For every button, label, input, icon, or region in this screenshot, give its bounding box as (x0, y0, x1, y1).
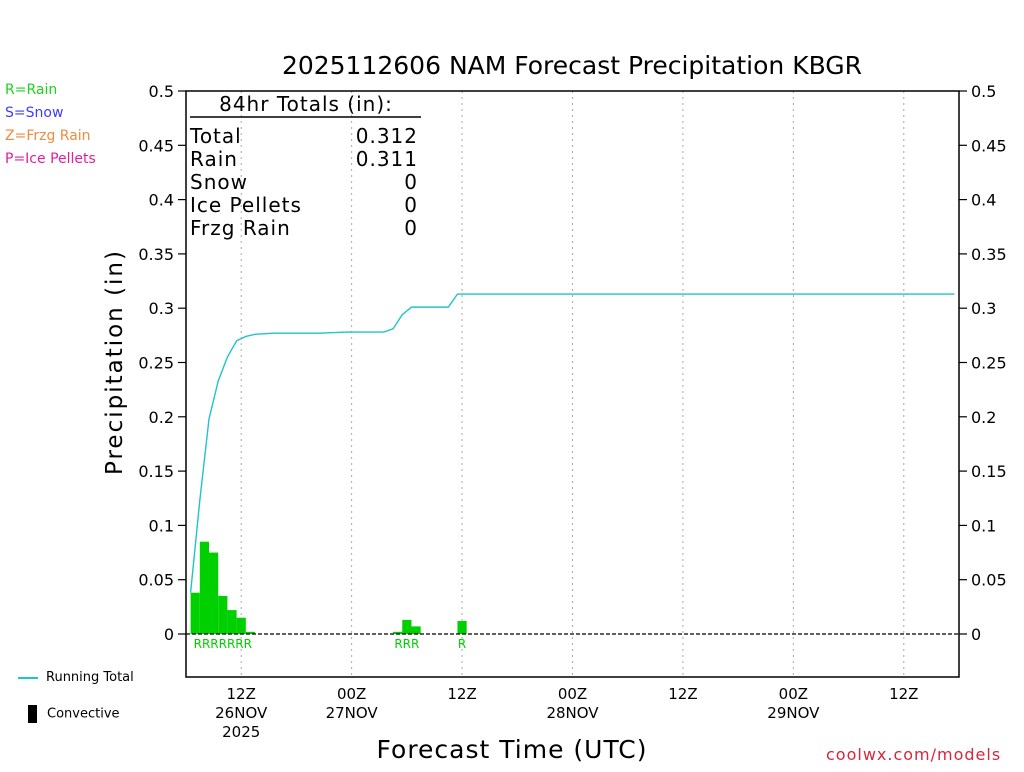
y-tick-label-left-7: 0.35 (138, 245, 174, 264)
x-tick-label-0-1: 26NOV (215, 704, 268, 722)
precip-bar-8 (402, 619, 412, 634)
totals-box: 84hr Totals (in): Total 0.312 Rain 0.311 Sno… (189, 92, 421, 240)
precip-bar-7 (393, 631, 403, 634)
precip-bar-6 (245, 631, 256, 634)
precip-bar-2 (209, 552, 219, 634)
y-tick-label-left-6: 0.3 (149, 299, 174, 318)
precip-legend-item-1: S=Snow (5, 105, 64, 121)
y-axis-label: Precipitation (in) (102, 249, 128, 475)
y-tick-label-left-5: 0.25 (138, 354, 174, 373)
y-tick-label-right-10: 0.5 (971, 82, 996, 101)
precip-bar-10 (457, 620, 467, 634)
x-tick-label-5-0: 00Z (779, 685, 808, 703)
y-tick-label-right-8: 0.4 (971, 191, 996, 210)
convective-legend: Convective (28, 705, 120, 723)
x-tick-label-1-0: 00Z (337, 685, 366, 703)
totals-value-4: 0 (404, 216, 418, 240)
x-tick-label-1-1: 27NOV (326, 704, 379, 722)
precip-type-letters-2: R (458, 637, 466, 651)
totals-value-0: 0.312 (356, 124, 418, 148)
totals-rows: Total 0.312 Rain 0.311 Snow 0 Ice Pellets 0 Frzg… (189, 124, 418, 240)
y-tick-label-right-6: 0.3 (971, 299, 996, 318)
y-tick-label-left-3: 0.15 (138, 462, 174, 481)
line-layer (189, 293, 955, 593)
plot-frame (185, 90, 960, 678)
y-tick-label-right-9: 0.45 (971, 136, 1007, 155)
y-tick-label-left-2: 0.1 (149, 516, 174, 535)
grid-layer (240, 91, 905, 677)
y-tick-label-left-8: 0.4 (149, 191, 174, 210)
y-tick-label-left-9: 0.45 (138, 136, 174, 155)
y-tick-label-left-0: 0 (164, 625, 174, 644)
x-tick-label-2-0: 12Z (447, 685, 476, 703)
precip-legend-item-2: Z=Frzg Rain (5, 128, 91, 144)
y-tick-label-right-3: 0.15 (971, 462, 1007, 481)
running-total-swatch (18, 676, 38, 679)
running-total-line (189, 293, 955, 593)
x-tick-label-0-0: 12Z (227, 685, 256, 703)
credit-text: coolwx.com/models (826, 745, 1002, 764)
y-tick-label-left-4: 0.2 (149, 408, 174, 427)
totals-value-2: 0 (404, 170, 418, 194)
y-tick-label-right-7: 0.35 (971, 245, 1007, 264)
totals-label-4: Frzg Rain (190, 216, 291, 240)
precip-type-letters-0: RRRRRRR (194, 637, 252, 651)
precip-type-letters-1: RRR (394, 637, 419, 651)
convective-label: Convective (47, 706, 120, 722)
y-tick-label-left-1: 0.05 (138, 571, 174, 590)
totals-label-0: Total (189, 124, 242, 148)
precip-bar-0 (190, 592, 200, 634)
bars-layer (190, 541, 467, 634)
x-axis-label: Forecast Time (UTC) (377, 735, 648, 764)
totals-label-3: Ice Pellets (190, 193, 302, 217)
precip-bar-9 (411, 626, 421, 634)
precip-bar-5 (236, 617, 246, 634)
totals-value-3: 0 (404, 193, 418, 217)
x-tick-label-5-1: 29NOV (767, 704, 820, 722)
x-tick-label-3-1: 28NOV (546, 704, 599, 722)
x-tick-label-3-0: 00Z (558, 685, 587, 703)
y-tick-label-left-10: 0.5 (149, 82, 174, 101)
precip-bar-4 (227, 610, 237, 634)
precip-legend-item-3: P=Ice Pellets (5, 151, 96, 167)
y-tick-label-right-2: 0.1 (971, 516, 996, 535)
totals-label-1: Rain (190, 147, 238, 171)
x-tick-label-4-0: 12Z (668, 685, 697, 703)
axes-layer: 0 00.05 0.050.1 0.10.15 0.150.2 0.20.25 0.250.… (138, 82, 1006, 741)
totals-label-2: Snow (190, 170, 248, 194)
chart-title: 2025112606 NAM Forecast Precipitation KB… (282, 51, 862, 80)
x-tick-label-6-0: 12Z (889, 685, 918, 703)
totals-header: 84hr Totals (in): (219, 92, 393, 116)
running-total-label: Running Total (46, 670, 134, 685)
y-tick-label-right-4: 0.2 (971, 408, 996, 427)
x-tick-label-0-2: 2025 (222, 723, 260, 741)
totals-value-1: 0.311 (356, 147, 418, 171)
precip-bar-3 (218, 595, 228, 634)
running-total-legend: Running Total (18, 670, 134, 685)
y-tick-label-right-1: 0.05 (971, 571, 1007, 590)
convective-swatch (28, 705, 37, 723)
y-tick-label-right-0: 0 (971, 625, 981, 644)
precip-legend-item-0: R=Rain (5, 82, 58, 98)
y-tick-label-right-5: 0.25 (971, 354, 1007, 373)
precip-bar-1 (199, 541, 210, 634)
